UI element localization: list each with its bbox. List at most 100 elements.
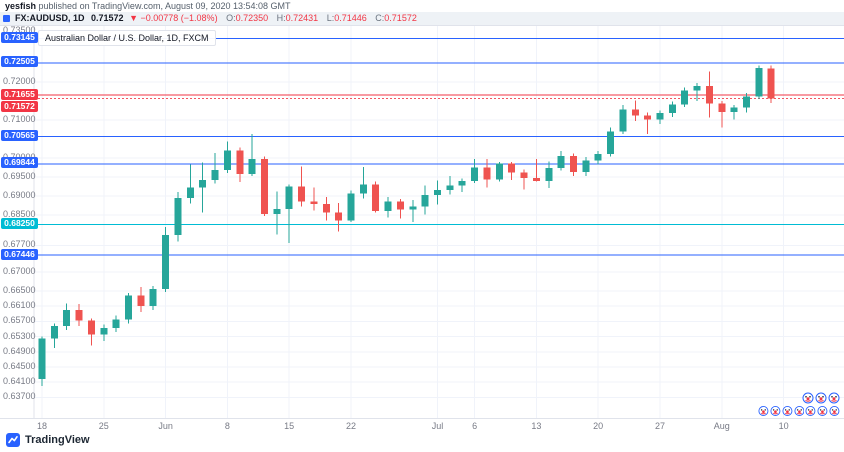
candle[interactable] (495, 163, 503, 180)
candle[interactable] (471, 167, 479, 181)
candle[interactable] (236, 150, 244, 174)
candle[interactable] (569, 156, 577, 173)
clown-emoji-sticker[interactable] (805, 405, 816, 417)
candle[interactable] (87, 320, 95, 335)
candle[interactable] (421, 194, 429, 207)
price-tick-label: 0.66500 (3, 285, 36, 295)
candle[interactable] (607, 131, 615, 154)
candle[interactable] (582, 160, 590, 173)
candle[interactable] (458, 180, 466, 186)
price-badge: 0.71572 (1, 100, 38, 112)
candle[interactable] (248, 158, 256, 174)
candle[interactable] (705, 86, 713, 104)
price-badge: 0.69844 (1, 157, 38, 169)
candle[interactable] (125, 295, 133, 320)
chart-legend[interactable]: Australian Dollar / U.S. Dollar, 1D, FXC… (38, 30, 216, 46)
candle[interactable] (75, 310, 83, 321)
candle[interactable] (668, 104, 676, 114)
symbol-name[interactable]: FX:AUDUSD, 1D (15, 13, 85, 23)
candle[interactable] (359, 184, 367, 194)
candle[interactable] (594, 153, 602, 161)
clown-emoji-sticker[interactable] (758, 405, 769, 417)
clown-emoji-sticker[interactable] (794, 405, 805, 417)
candle[interactable] (767, 68, 775, 99)
candle[interactable] (619, 109, 627, 132)
candle[interactable] (285, 186, 293, 209)
candle[interactable] (743, 96, 751, 108)
candle[interactable] (199, 180, 207, 188)
candle[interactable] (100, 327, 108, 335)
time-tick-label: 20 (593, 421, 604, 431)
candle[interactable] (38, 338, 46, 380)
price-tick-label: 0.69500 (3, 171, 36, 181)
candle[interactable] (310, 201, 318, 204)
close-value: 0.71572 (384, 13, 417, 23)
candle[interactable] (730, 107, 738, 113)
candle[interactable] (409, 206, 417, 210)
candle[interactable] (520, 172, 528, 179)
candle[interactable] (693, 86, 701, 91)
candle[interactable] (335, 212, 343, 221)
clown-emoji-sticker[interactable] (829, 405, 840, 417)
clown-emoji-sticker[interactable] (828, 392, 840, 404)
candle[interactable] (532, 178, 540, 182)
candle[interactable] (211, 169, 219, 181)
candle[interactable] (681, 90, 689, 105)
candle[interactable] (186, 187, 194, 198)
candle[interactable] (50, 325, 58, 339)
candle[interactable] (384, 201, 392, 211)
candle[interactable] (483, 167, 491, 180)
candle[interactable] (508, 163, 516, 173)
price-tick-label: 0.72000 (3, 76, 36, 86)
tradingview-logo[interactable]: TradingView (6, 433, 90, 447)
candle[interactable] (396, 201, 404, 210)
sticker-row (758, 405, 840, 417)
candle[interactable] (545, 167, 553, 182)
clown-emoji-sticker[interactable] (817, 405, 828, 417)
time-scale[interactable]: 18 25 Jun 8 15 22 Jul 6 13 20 27 Aug 10 (0, 421, 844, 435)
price-tick-label: 0.65700 (3, 315, 36, 326)
candle[interactable] (446, 185, 454, 190)
clown-emoji-sticker[interactable] (802, 392, 814, 404)
candle[interactable] (174, 197, 182, 236)
candle[interactable] (137, 295, 145, 307)
candle[interactable] (63, 310, 71, 326)
close-label: C: (375, 13, 385, 23)
price-tick-label: 0.73500 (3, 25, 36, 35)
candle[interactable] (149, 289, 157, 307)
candle[interactable] (322, 203, 330, 213)
price-badge: 0.72505 (1, 56, 38, 68)
candle[interactable] (298, 186, 306, 202)
flag-icon[interactable] (3, 15, 10, 22)
candle[interactable] (260, 158, 268, 215)
price-tick-label: 0.65300 (3, 330, 36, 341)
clown-emoji-sticker[interactable] (770, 405, 781, 417)
candle[interactable] (755, 67, 763, 97)
open-value: 0.72350 (235, 13, 269, 23)
clown-emoji-sticker[interactable] (782, 405, 793, 417)
candle[interactable] (718, 103, 726, 113)
time-tick-label: 18 (36, 421, 48, 431)
time-tick-label: 27 (654, 421, 666, 431)
candle[interactable] (372, 184, 380, 211)
candle[interactable] (112, 319, 120, 328)
sticker-cluster[interactable] (758, 392, 840, 418)
candle[interactable] (631, 109, 639, 116)
candle[interactable] (347, 193, 355, 221)
price-tick-label: 0.66100 (3, 300, 36, 311)
candle[interactable] (273, 208, 281, 215)
publish-text: published on TradingView.com, August 09,… (36, 1, 291, 11)
price-tick-label: 0.63700 (3, 391, 36, 402)
candle[interactable] (434, 189, 442, 195)
candle[interactable] (557, 156, 565, 168)
candle[interactable] (644, 115, 652, 120)
price-tick-label: 0.64100 (3, 376, 36, 387)
clown-emoji-sticker[interactable] (815, 392, 827, 404)
candle[interactable] (162, 235, 170, 290)
candle[interactable] (223, 150, 231, 170)
price-change: ▼ −0.00778 (−1.08%) (129, 13, 218, 23)
candle[interactable] (656, 113, 664, 120)
